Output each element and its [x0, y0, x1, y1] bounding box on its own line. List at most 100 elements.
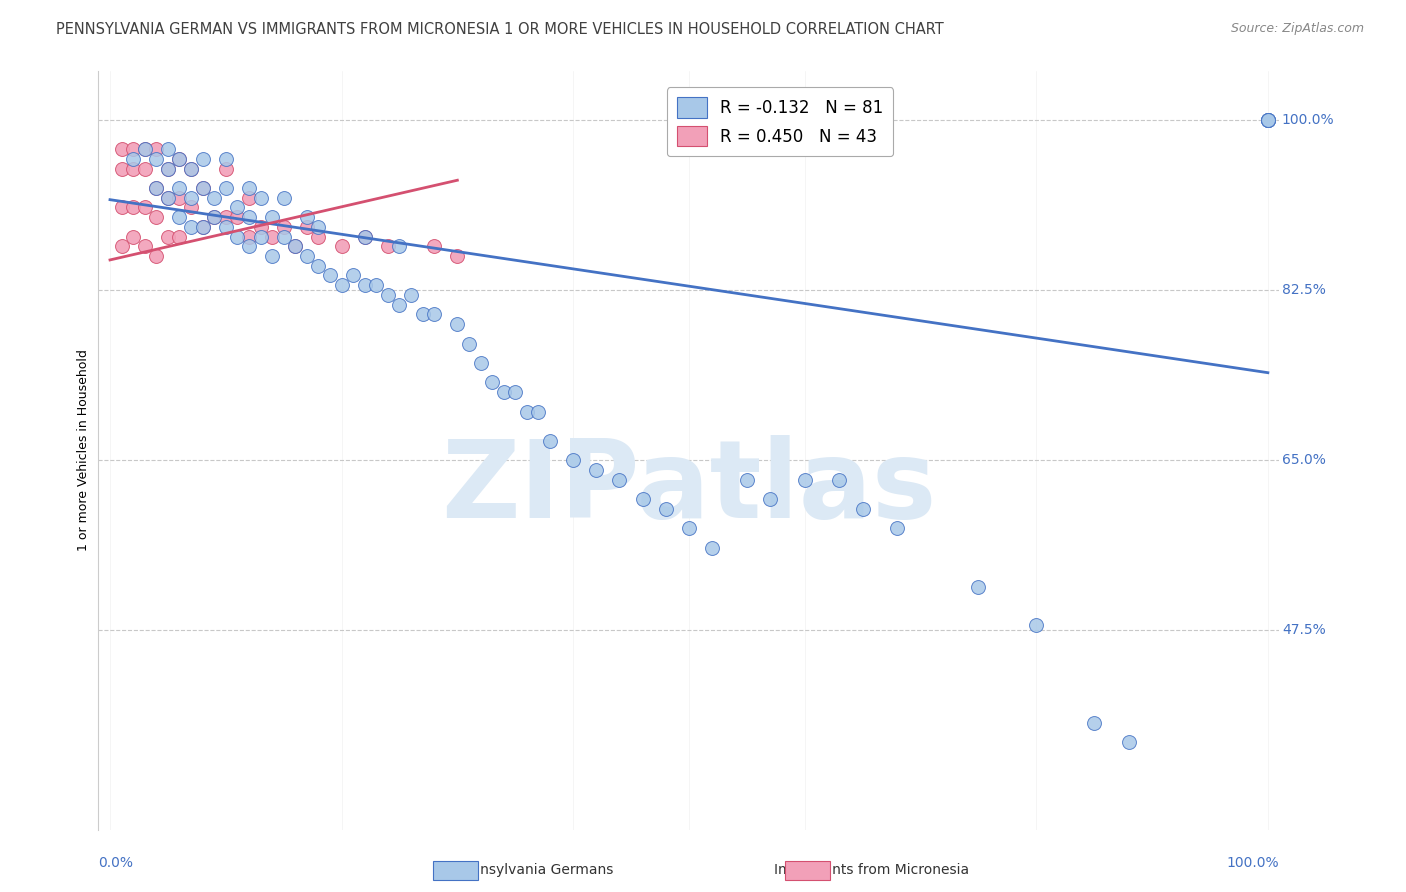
Point	[169, 152, 191, 166]
Text: Pennsylvania Germans: Pennsylvania Germans	[456, 863, 613, 877]
Point	[169, 229, 191, 244]
Point	[156, 161, 179, 176]
Point	[423, 239, 446, 253]
Point	[122, 152, 145, 166]
Point	[793, 473, 815, 487]
Point	[1025, 618, 1047, 632]
Point	[1257, 112, 1279, 127]
Point	[110, 142, 132, 156]
Point	[284, 239, 307, 253]
Point	[238, 229, 260, 244]
Point	[399, 288, 422, 302]
Point	[249, 229, 271, 244]
Point	[262, 249, 284, 263]
Point	[678, 521, 700, 535]
Text: ZIPatlas: ZIPatlas	[441, 435, 936, 541]
Point	[470, 356, 492, 370]
Point	[262, 210, 284, 224]
Point	[122, 229, 145, 244]
Legend: R = -0.132   N = 81, R = 0.450   N = 43: R = -0.132 N = 81, R = 0.450 N = 43	[666, 87, 893, 156]
Point	[828, 473, 851, 487]
Point	[295, 210, 318, 224]
Text: 47.5%: 47.5%	[1282, 624, 1326, 637]
Point	[191, 219, 214, 234]
Point	[366, 278, 388, 293]
Point	[458, 336, 481, 351]
Point	[110, 161, 132, 176]
Text: Immigrants from Micronesia: Immigrants from Micronesia	[775, 863, 969, 877]
Point	[156, 161, 179, 176]
Point	[156, 191, 179, 205]
Point	[273, 229, 295, 244]
Point	[169, 152, 191, 166]
Point	[180, 191, 202, 205]
Point	[759, 491, 782, 506]
Text: 82.5%: 82.5%	[1282, 283, 1326, 297]
Point	[516, 404, 538, 418]
Point	[134, 142, 156, 156]
Point	[377, 239, 399, 253]
Point	[319, 268, 342, 283]
Point	[655, 501, 678, 516]
Point	[191, 219, 214, 234]
Point	[169, 210, 191, 224]
Point	[145, 210, 167, 224]
Text: PENNSYLVANIA GERMAN VS IMMIGRANTS FROM MICRONESIA 1 OR MORE VEHICLES IN HOUSEHOL: PENNSYLVANIA GERMAN VS IMMIGRANTS FROM M…	[56, 22, 943, 37]
Point	[1257, 112, 1279, 127]
Point	[262, 229, 284, 244]
Point	[134, 239, 156, 253]
Point	[202, 210, 225, 224]
Point	[967, 580, 990, 594]
Text: 100.0%: 100.0%	[1227, 856, 1279, 870]
Point	[330, 239, 353, 253]
Point	[191, 152, 214, 166]
Point	[238, 191, 260, 205]
Point	[527, 404, 550, 418]
Point	[122, 201, 145, 215]
Point	[295, 249, 318, 263]
Point	[156, 191, 179, 205]
Point	[886, 521, 908, 535]
Text: 100.0%: 100.0%	[1282, 113, 1334, 127]
Point	[273, 219, 295, 234]
Point	[1083, 715, 1105, 730]
Point	[307, 219, 329, 234]
Point	[122, 142, 145, 156]
Point	[180, 161, 202, 176]
Point	[191, 181, 214, 195]
Point	[423, 307, 446, 321]
Point	[1257, 112, 1279, 127]
Point	[191, 181, 214, 195]
Point	[145, 181, 167, 195]
Point	[446, 249, 468, 263]
Point	[307, 229, 329, 244]
Point	[202, 210, 225, 224]
Point	[202, 191, 225, 205]
Point	[481, 376, 503, 390]
Point	[492, 385, 515, 400]
Point	[307, 259, 329, 273]
Point	[538, 434, 561, 448]
Point	[412, 307, 434, 321]
Point	[215, 210, 238, 224]
Point	[631, 491, 654, 506]
Point	[1257, 112, 1279, 127]
Point	[700, 541, 723, 555]
Point	[145, 142, 167, 156]
Point	[446, 317, 468, 331]
Point	[145, 181, 167, 195]
Point	[284, 239, 307, 253]
Point	[295, 219, 318, 234]
Point	[156, 142, 179, 156]
Point	[388, 298, 411, 312]
Point	[249, 191, 271, 205]
Text: 0.0%: 0.0%	[98, 856, 134, 870]
Point	[215, 181, 238, 195]
Y-axis label: 1 or more Vehicles in Household: 1 or more Vehicles in Household	[77, 350, 90, 551]
Point	[215, 152, 238, 166]
Point	[1257, 112, 1279, 127]
Point	[226, 201, 249, 215]
Point	[134, 201, 156, 215]
Point	[134, 142, 156, 156]
Point	[353, 278, 375, 293]
